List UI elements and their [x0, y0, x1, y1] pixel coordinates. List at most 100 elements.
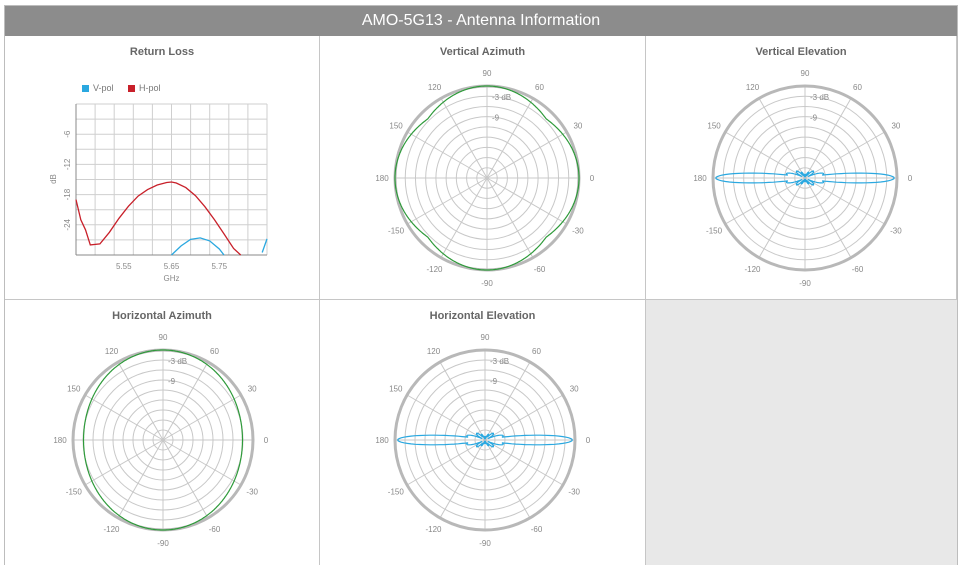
polar-angle-label: 180 — [693, 174, 707, 183]
polar-grid-spoke — [162, 394, 242, 441]
polar-grid-spoke — [484, 439, 531, 519]
page-title: AMO-5G13 - Antenna Information — [5, 6, 957, 36]
vertical-elevation-cell: Vertical Elevation 0 30 60 90 120 150 180 -150 -… — [646, 36, 957, 300]
legend-label-vpol: V-pol — [93, 83, 114, 93]
polar-ring-label: -9 — [810, 114, 818, 123]
polar-angle-label: 60 — [532, 347, 541, 356]
polar-grid-spoke — [439, 361, 486, 441]
polar-ring-label: -3 dB — [810, 93, 829, 102]
polar-angle-label: -120 — [744, 265, 761, 274]
polar-angle-label: 60 — [535, 83, 544, 92]
chart-title: Vertical Elevation — [755, 46, 847, 58]
polar-angle-label: -150 — [388, 227, 405, 236]
polar-ring-label: -3 dB — [492, 93, 511, 102]
y-tick-label: -6 — [63, 130, 72, 138]
polar-angle-label: 180 — [375, 174, 389, 183]
x-axis-label: GHz — [164, 274, 180, 283]
polar-grid-spoke — [484, 361, 531, 441]
chart-title: Vertical Azimuth — [439, 46, 526, 58]
polar-angle-label: 0 — [586, 436, 591, 445]
polar-grid-spoke — [486, 177, 567, 225]
polar-angle-label: 30 — [891, 122, 900, 131]
polar-grid-spoke — [804, 131, 885, 179]
horizontal-azimuth-polar-chart: 0 30 60 90 120 150 180 -150 -120 -90 -60 -30 -3 dB -9 — [53, 333, 269, 548]
legend-item-hpol: H-pol — [128, 83, 161, 93]
polar-angle-label: 60 — [210, 347, 219, 356]
polar-angle-label: 90 — [159, 333, 168, 342]
horizontal-elevation-cell: Horizontal Elevation 0 30 60 90 120 150 180 -15… — [320, 300, 646, 565]
polar-angle-label: 120 — [427, 347, 441, 356]
polar-grid-spoke — [484, 439, 564, 486]
legend-item-vpol: V-pol — [82, 83, 114, 93]
y-tick-label: -24 — [63, 218, 72, 230]
legend-label-hpol: H-pol — [139, 83, 161, 93]
polar-angle-label: 180 — [53, 436, 67, 445]
polar-angle-label: -90 — [799, 279, 811, 288]
polar-angle-label: -90 — [481, 279, 493, 288]
polar-grid-spoke — [486, 177, 534, 258]
chart-title: Horizontal Elevation — [429, 310, 536, 322]
polar-outer-ring — [393, 348, 577, 532]
polar-angle-label: -150 — [66, 488, 83, 497]
polar-grid-spoke — [486, 131, 567, 179]
polar-angle-label: 0 — [264, 436, 269, 445]
polar-pattern-curve — [397, 432, 573, 448]
polar-angle-label: 90 — [801, 69, 810, 78]
polar-grid-spoke — [440, 98, 488, 179]
polar-angle-label: 90 — [481, 333, 490, 342]
vertical-azimuth-cell: Vertical Azimuth 0 30 60 90 120 150 180 -150 -12… — [320, 36, 646, 300]
polar-angle-label: 0 — [590, 174, 595, 183]
polar-angle-label: -30 — [246, 488, 258, 497]
polar-pattern-curve — [82, 349, 244, 531]
polar-angle-label: 150 — [389, 385, 403, 394]
polar-grid-spoke — [725, 177, 806, 225]
polar-pattern-curve — [394, 85, 580, 271]
y-axis-label: dB — [49, 174, 58, 184]
polar-angle-label: -60 — [534, 265, 546, 274]
polar-ring-label: -9 — [492, 114, 500, 123]
polar-grid-spoke — [84, 394, 164, 441]
x-tick-label: 5.55 — [116, 262, 132, 271]
polar-angle-label: 150 — [67, 385, 81, 394]
polar-grid-spoke — [162, 439, 242, 486]
polar-angle-label: 60 — [853, 83, 862, 92]
series-line-v-pol-0 — [171, 237, 225, 256]
x-tick-label: 5.65 — [164, 262, 180, 271]
horizontal-azimuth-cell: Horizontal Azimuth 0 30 60 90 120 150 180 -150 -… — [5, 300, 320, 565]
polar-grid-spoke — [406, 394, 486, 441]
chart-title: Horizontal Azimuth — [112, 310, 212, 322]
polar-angle-label: -30 — [572, 227, 584, 236]
polar-grid-spoke — [439, 439, 486, 519]
polar-grid-spoke — [117, 439, 164, 519]
polar-angle-label: 150 — [389, 122, 403, 131]
polar-ring-label: -3 dB — [490, 357, 509, 366]
return-loss-chart: 5.55 5.65 5.75 -6 -12 -18 -24 GHz dB — [49, 103, 268, 283]
chart-title: Return Loss — [129, 46, 195, 58]
antenna-info-panel: AMO-5G13 - Antenna Information Return Lo… — [4, 5, 958, 565]
polar-ring-label: -9 — [490, 377, 498, 386]
polar-grid-spoke — [407, 177, 488, 225]
y-tick-label: -18 — [63, 188, 72, 200]
legend-swatch-vpol — [82, 85, 89, 92]
polar-ring-label: -9 — [168, 377, 176, 386]
vertical-azimuth-polar-chart: 0 30 60 90 120 150 180 -150 -120 -90 -60 -30 -3 dB -9 — [375, 69, 595, 288]
polar-grid-spoke — [725, 131, 806, 179]
polar-angle-label: 30 — [248, 385, 257, 394]
vertical-elevation-polar-chart: 0 30 60 90 120 150 180 -150 -120 -90 -60 -30 -3 dB -9 — [693, 69, 912, 288]
polar-angle-label: 30 — [573, 122, 582, 131]
polar-grid-spoke — [758, 177, 806, 258]
polar-angle-label: 120 — [428, 83, 442, 92]
polar-angle-label: -30 — [890, 227, 902, 236]
polar-angle-label: -120 — [103, 525, 120, 534]
polar-angle-label: -120 — [425, 525, 442, 534]
polar-angle-label: -90 — [157, 539, 169, 548]
empty-cell — [646, 300, 957, 565]
polar-grid-spoke — [758, 98, 806, 179]
return-loss-cell: Return Loss V-pol H-pol 5.55 5.65 5.75 -6 -1… — [5, 36, 320, 300]
polar-angle-label: -150 — [706, 227, 723, 236]
polar-angle-label: -30 — [568, 488, 580, 497]
polar-grid-spoke — [406, 439, 486, 486]
legend: V-pol H-pol — [82, 83, 161, 93]
polar-angle-label: -150 — [388, 488, 405, 497]
horizontal-elevation-polar-chart: 0 30 60 90 120 150 180 -150 -120 -90 -60 -30 -3 dB -9 — [375, 333, 591, 548]
